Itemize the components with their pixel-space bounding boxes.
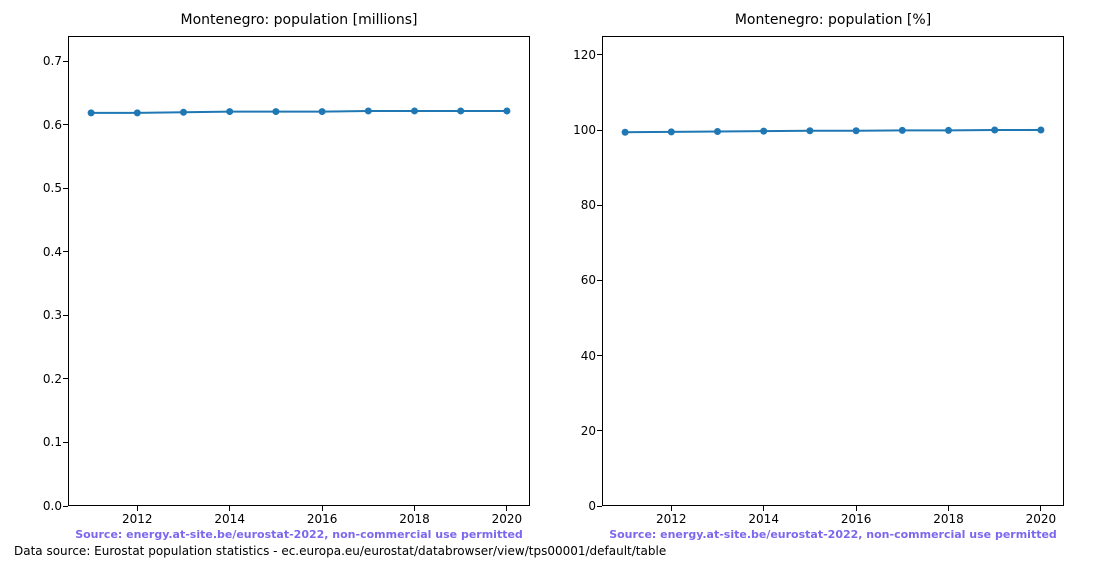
series-marker [806, 127, 813, 134]
ytick-label: 0.6 [43, 118, 68, 132]
line-series [68, 36, 530, 506]
line-series [602, 36, 1064, 506]
ytick-label: 60 [581, 273, 602, 287]
series-marker [945, 127, 952, 134]
chart-panel-left: Montenegro: population [millions]0.00.10… [68, 36, 530, 506]
xtick-label: 2014 [214, 506, 245, 526]
ytick-label: 20 [581, 424, 602, 438]
xtick-label: 2016 [307, 506, 338, 526]
ytick-label: 0.3 [43, 308, 68, 322]
ytick-label: 0.5 [43, 181, 68, 195]
series-line [625, 130, 1041, 132]
xtick-label: 2012 [656, 506, 687, 526]
ytick-label: 0.7 [43, 54, 68, 68]
chart-title: Montenegro: population [%] [602, 12, 1064, 28]
series-marker [1037, 127, 1044, 134]
xtick-label: 2016 [841, 506, 872, 526]
series-marker [503, 107, 510, 114]
ytick-label: 0.1 [43, 435, 68, 449]
xtick-label: 2018 [399, 506, 430, 526]
footer-text: Data source: Eurostat population statist… [14, 544, 666, 558]
ytick-label: 40 [581, 349, 602, 363]
source-note: Source: energy.at-site.be/eurostat-2022,… [609, 528, 1057, 541]
ytick-label: 100 [573, 123, 602, 137]
ytick-label: 80 [581, 198, 602, 212]
series-marker [668, 128, 675, 135]
series-marker [134, 109, 141, 116]
source-note: Source: energy.at-site.be/eurostat-2022,… [75, 528, 523, 541]
series-marker [622, 129, 629, 136]
series-marker [899, 127, 906, 134]
series-marker [272, 108, 279, 115]
ytick-label: 0.0 [43, 499, 68, 513]
series-marker [714, 128, 721, 135]
series-marker [365, 107, 372, 114]
ytick-label: 0.4 [43, 245, 68, 259]
series-line [91, 111, 507, 113]
ytick-label: 0.2 [43, 372, 68, 386]
xtick-label: 2020 [492, 506, 523, 526]
series-marker [88, 109, 95, 116]
figure: Montenegro: population [millions] 0.0 0.1 0… [0, 0, 1100, 572]
series-marker [853, 127, 860, 134]
ytick-label: 120 [573, 48, 602, 62]
xtick-label: 2014 [748, 506, 779, 526]
series-marker [226, 108, 233, 115]
series-marker [180, 109, 187, 116]
xtick-label: 2012 [122, 506, 153, 526]
ytick-label: 0 [588, 499, 602, 513]
series-marker [411, 107, 418, 114]
chart-title: Montenegro: population [millions] [68, 12, 530, 28]
series-marker [319, 108, 326, 115]
series-marker [991, 127, 998, 134]
chart-panel-right: Montenegro: population [%]02040608010012… [602, 36, 1064, 506]
series-marker [457, 107, 464, 114]
xtick-label: 2018 [933, 506, 964, 526]
series-marker [760, 128, 767, 135]
xtick-label: 2020 [1026, 506, 1057, 526]
